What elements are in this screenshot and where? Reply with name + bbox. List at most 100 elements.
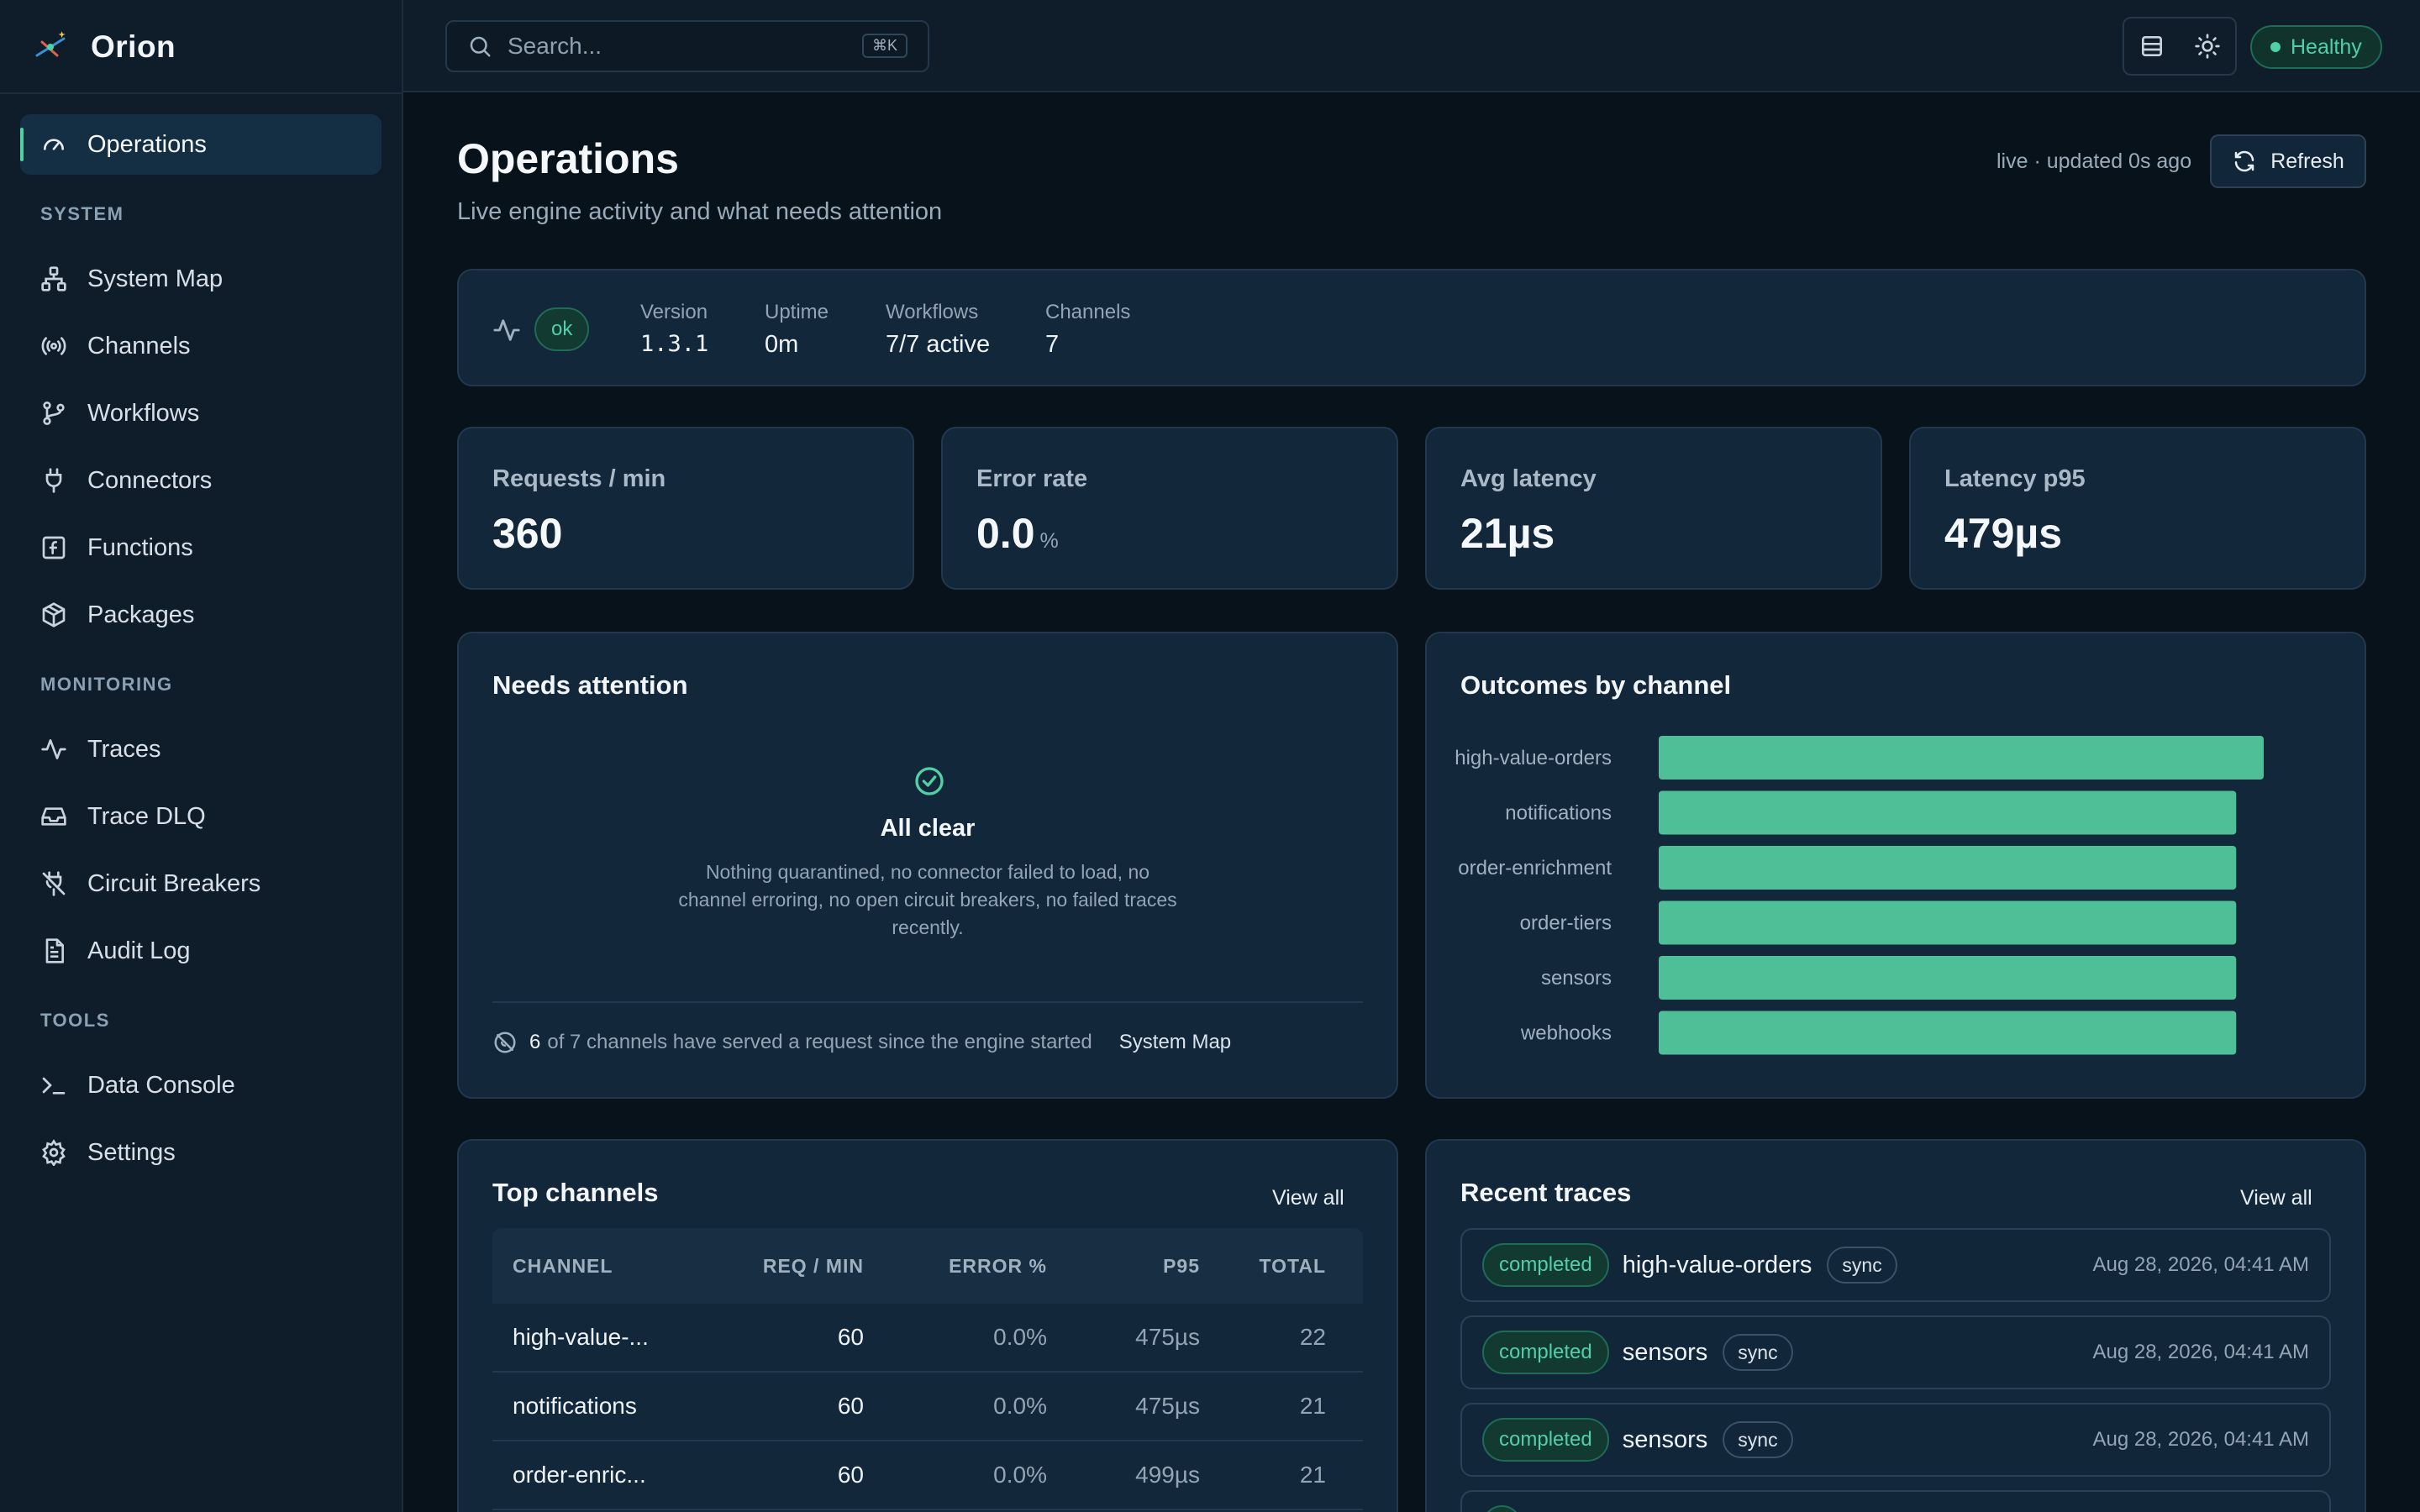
cell-error-pct: 0.0% [993,1462,1047,1488]
cell-p95: 475µs [1135,1393,1200,1419]
needs-attention-panel: Needs attention All clear Nothing quaran… [457,632,1398,1099]
cell-req-per-min: 60 [837,1393,864,1419]
sidebar-item-label: Operations [87,130,207,158]
search-input[interactable] [508,33,844,60]
trace-row[interactable]: completed sensors sync Aug 28, 2026, 04:… [1460,1315,2331,1389]
bar-webhooks[interactable] [1659,1011,2237,1055]
status-value: 1.3.1 [640,331,709,357]
sidebar-item-audit-log[interactable]: Audit Log [20,921,381,981]
brand-name: Orion [91,29,176,64]
cell-error-pct: 0.0% [993,1324,1047,1350]
layout-icon[interactable] [2139,33,2165,60]
sidebar-item-operations[interactable]: Operations [20,114,381,175]
function-icon [42,536,66,559]
sidebar-item-label: Functions [87,533,193,561]
inbox-icon [41,807,66,826]
view-toggle-group [2123,17,2237,76]
search-box[interactable]: ⌘K [445,20,929,72]
table-row[interactable]: order-enric... 60 0.0% 499µs 21 [492,1441,1363,1510]
bar-label: order-enrichment [1458,857,1612,879]
refresh-button[interactable]: Refresh [2210,134,2366,188]
sidebar-item-trace-dlq[interactable]: Trace DLQ [20,786,381,847]
system-map-link[interactable]: System Map [1118,1031,1232,1053]
trace-channel: sensors [1622,1338,1708,1366]
bar-notifications[interactable] [1659,790,2237,835]
sidebar-item-label: System Map [87,265,224,292]
cell-error-pct: 0.0% [993,1393,1047,1419]
sidebar-item-connectors[interactable]: Connectors [20,450,381,511]
sidebar-item-traces[interactable]: Traces [20,719,381,780]
status-workflows: Workflows 7/7 active [886,301,990,359]
cell-p95: 475µs [1135,1324,1200,1350]
sidebar-item-workflows[interactable]: Workflows [20,383,381,444]
check-circle-icon [915,767,944,795]
health-status-badge[interactable]: Healthy [2250,25,2382,69]
bar-sensors[interactable] [1659,956,2237,1000]
trace-timestamp: Aug 28, 2026, 04:41 AM [2092,1253,2309,1276]
plug-icon [45,468,62,493]
column-header[interactable]: REQ / MIN [762,1254,864,1277]
served-count: 6 [529,1031,541,1053]
sidebar-item-packages[interactable]: Packages [20,585,381,645]
cell-req-per-min: 60 [837,1462,864,1488]
chart-title: Outcomes by channel [1460,670,1732,700]
status-version: Version 1.3.1 [640,301,708,357]
kpi-unit: % [1039,529,1059,553]
kpi-label: Latency p95 [1944,465,2086,492]
trace-mode-badge: sync [1827,1247,1897,1284]
sidebar-item-data-console[interactable]: Data Console [20,1055,381,1116]
sidebar-item-channels[interactable]: Channels [20,316,381,376]
engine-status-badge: ok [534,307,590,351]
kpi-value: 479µs [1944,509,2062,558]
top-channels-table: CHANNEL REQ / MIN ERROR % P95 TOTAL high… [492,1228,1363,1510]
gauge-icon [44,139,64,150]
sidebar-item-functions[interactable]: Functions [20,517,381,578]
trace-row[interactable]: completed high-value-orders sync Aug 28,… [1460,1228,2331,1302]
sidebar-item-label: Workflows [87,399,200,427]
cell-channel: notifications [513,1393,637,1419]
sidebar-item-system-map[interactable]: System Map [20,249,381,309]
unplug-icon [42,871,66,896]
cell-channel: high-value-... [513,1324,649,1350]
sidebar-item-label: Trace DLQ [87,802,206,830]
bar-high-value-orders[interactable] [1659,736,2264,780]
kpi-avg-latency: Avg latency 21µs [1425,427,1882,590]
orion-logo-icon [35,31,66,57]
status-key: Channels [1045,301,1131,323]
table-row[interactable]: notifications 60 0.0% 475µs 21 [492,1373,1363,1441]
status-value: 0m [765,331,799,358]
health-dot-icon [2270,42,2281,52]
table-row[interactable]: high-value-... 60 0.0% 475µs 22 [492,1304,1363,1373]
kpi-number: 360 [492,510,563,557]
bar-order-tiers[interactable] [1659,900,2237,945]
kpi-number: 21µs [1460,510,1555,557]
column-header[interactable]: CHANNEL [513,1254,613,1277]
top-channels-view-all-link[interactable]: View all [1272,1186,1344,1210]
kpi-requests-per-min: Requests / min 360 [457,427,914,590]
sidebar-item-circuit-breakers[interactable]: Circuit Breakers [20,853,381,914]
column-header[interactable]: ERROR % [949,1254,1047,1277]
bar-label: high-value-orders [1455,747,1612,769]
trace-mode-badge: sync [1723,1421,1793,1458]
git-branch-icon [43,402,65,425]
brand[interactable]: Orion [34,24,176,71]
health-label: Healthy [2291,34,2362,59]
column-header[interactable]: TOTAL [1259,1254,1326,1277]
topbar: ⌘K Healthy [403,0,2420,92]
sidebar-item-settings[interactable]: Settings [20,1122,381,1183]
bar-order-enrichment[interactable] [1659,846,2237,890]
status-key: Uptime [765,301,829,323]
kpi-latency-p95: Latency p95 479µs [1909,427,2366,590]
trace-row[interactable]: completed sensors sync Aug 28, 2026, 04:… [1460,1403,2331,1477]
cell-total: 22 [1299,1324,1326,1350]
recent-traces-view-all-link[interactable]: View all [2240,1186,2312,1210]
sun-icon[interactable] [2194,33,2221,60]
served-text: of 7 channels have served a request sinc… [547,1031,1092,1053]
trace-row[interactable] [1460,1490,2331,1512]
panel-title: Needs attention [492,670,688,700]
column-header[interactable]: P95 [1163,1254,1200,1277]
sidebar-section-system: SYSTEM [40,203,124,224]
sidebar: Orion Operations SYSTEM System Map Chann… [0,0,403,1512]
gear-icon [42,1139,66,1166]
status-key: Workflows [886,301,979,323]
